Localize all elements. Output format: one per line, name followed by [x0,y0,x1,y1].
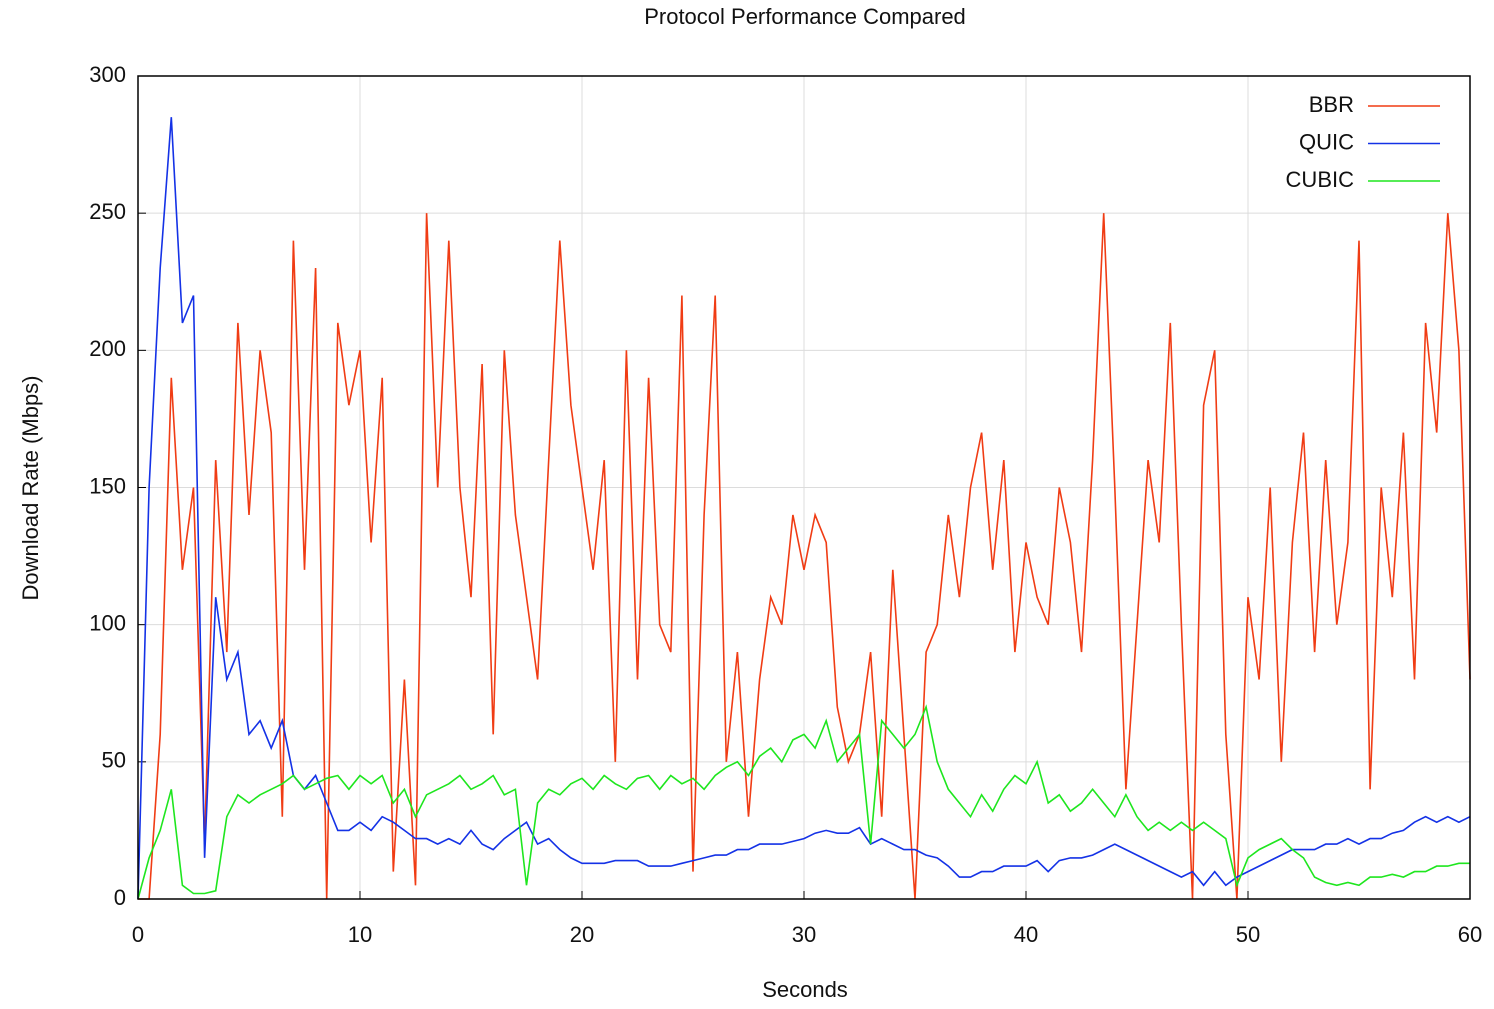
y-tick-label: 0 [114,885,126,910]
y-tick-label: 250 [89,199,126,224]
x-tick-label: 10 [348,922,372,947]
y-tick-label: 50 [102,748,126,773]
legend-label: BBR [1309,92,1354,117]
plot-frame [137,75,1471,900]
y-tick-label: 150 [89,473,126,498]
chart-title: Protocol Performance Compared [644,4,966,29]
x-axis-label: Seconds [762,977,848,1002]
x-tick-label: 50 [1236,922,1260,947]
y-axis-label: Download Rate (Mbps) [18,376,43,601]
data-line [137,117,1471,900]
legend-label: QUIC [1299,129,1354,154]
x-tick-label: 20 [570,922,594,947]
data-line [137,704,1470,900]
x-tick-label: 30 [792,922,816,947]
x-tick-label: 0 [132,922,144,947]
x-tick-label: 60 [1458,922,1482,947]
y-tick-label: 300 [89,62,126,87]
x-tick-label: 40 [1014,922,1038,947]
y-tick-label: 200 [89,336,126,361]
data-line [138,213,1471,900]
legend-label: CUBIC [1286,167,1355,192]
y-tick-label: 100 [89,610,126,635]
